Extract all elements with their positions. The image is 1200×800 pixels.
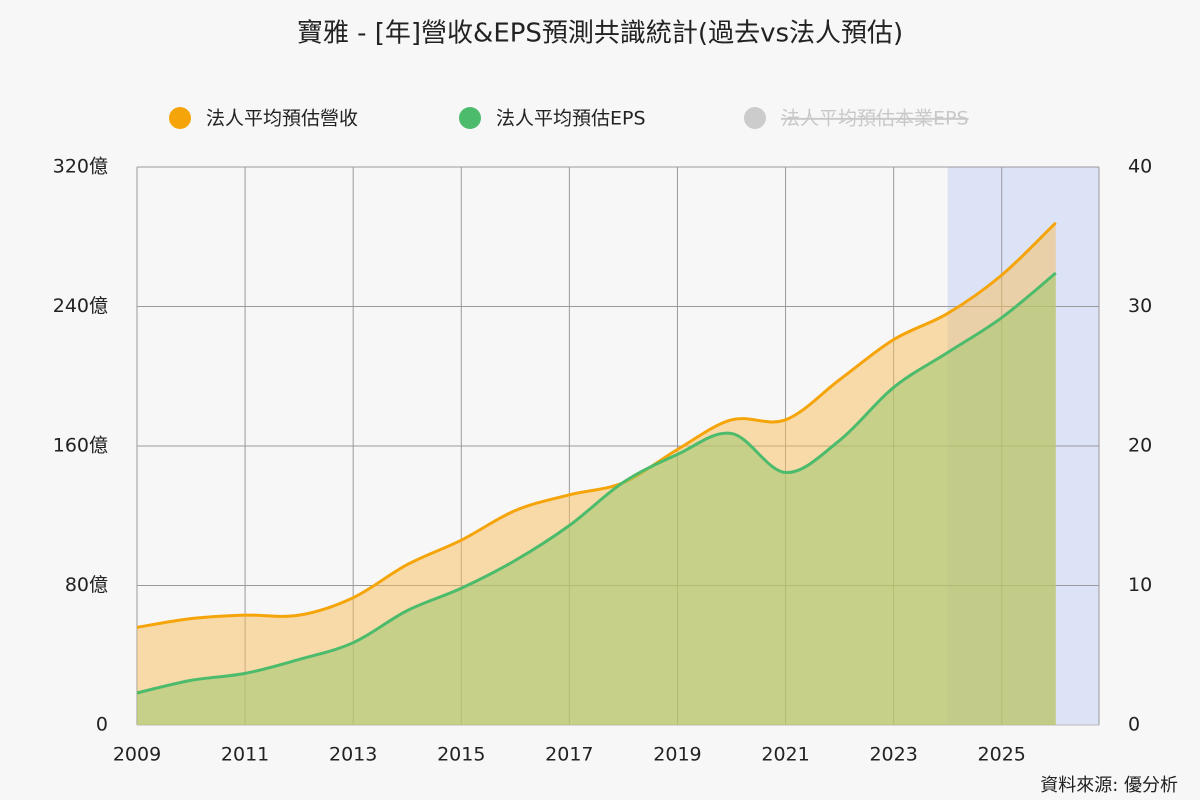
y2-tick-label: 20 [1128, 435, 1152, 457]
x-tick-label: 2011 [221, 744, 269, 766]
area [137, 273, 1056, 725]
y-tick-label: 80億 [65, 574, 108, 596]
x-tick-label: 2013 [329, 744, 377, 766]
source: 資料來源: 優分析 [1040, 775, 1178, 796]
legend-label: 法人平均預估EPS [496, 108, 646, 130]
y2-tick-label: 10 [1128, 574, 1152, 596]
legend-marker [744, 107, 766, 129]
legend-marker [459, 107, 481, 129]
y-tick-label: 320億 [53, 156, 108, 178]
legend-marker [169, 107, 191, 129]
line [136, 221, 1057, 629]
x-tick-label: 2015 [437, 744, 485, 766]
x-tick-label: 2009 [113, 744, 161, 766]
x-tick-label: 2025 [978, 744, 1026, 766]
x-tick-label: 2021 [761, 744, 809, 766]
legend-item[interactable]: 法人平均預估營收 [169, 107, 358, 130]
legend-item[interactable]: 法人平均預估EPS [459, 107, 646, 130]
y-tick-label: 240億 [53, 295, 108, 317]
legend-label: 法人平均預估營收 [206, 108, 358, 130]
legend-label: 法人平均預估本業EPS [781, 108, 969, 130]
chart-title: 寶雅 - [年]營收&EPS預測共識統計(過去vs法人預估) [297, 19, 903, 49]
y2-tick-label: 30 [1128, 295, 1152, 317]
x-tick-label: 2023 [869, 744, 917, 766]
y2-tick-label: 40 [1128, 156, 1152, 178]
x-tick-label: 2017 [545, 744, 593, 766]
line [136, 271, 1057, 695]
y-tick-label: 160億 [53, 435, 108, 457]
y-tick-label: 0 [96, 714, 108, 736]
x-tick-label: 2019 [653, 744, 701, 766]
y2-tick-label: 0 [1128, 714, 1140, 736]
legend-item[interactable]: 法人平均預估本業EPS [744, 107, 969, 130]
